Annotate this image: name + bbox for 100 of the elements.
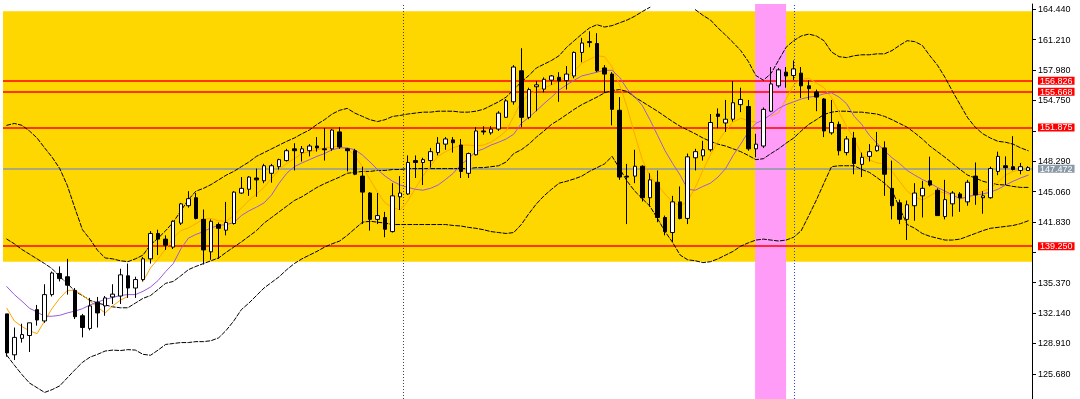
candlestick [1003,155,1008,186]
candlestick [307,143,312,157]
y-tick-label: 157.980 [1038,65,1071,76]
candlestick [133,276,138,299]
candlestick [965,179,970,207]
candlestick [110,283,115,305]
candlestick [57,265,62,282]
candlestick [209,218,213,261]
candlestick [179,202,183,226]
candlestick [254,168,259,198]
candlestick [905,200,909,241]
candlestick [875,131,879,153]
candlestick [519,47,524,128]
y-tick-label: 145.060 [1038,186,1071,197]
candlestick [716,107,720,129]
candlestick [761,106,766,149]
y-tick-label: 125.680 [1038,368,1071,379]
candlestick [746,99,751,152]
candlestick [27,322,32,353]
candlestick [360,166,365,225]
candlestick [247,175,251,197]
candlestick [655,169,660,223]
y-tick-label: 154.750 [1038,95,1071,106]
candlestick [799,66,803,99]
candlestick [443,136,448,151]
candlestick [398,175,402,211]
candlestick [534,80,539,112]
y-tick-label: 135.370 [1038,277,1071,288]
candlestick [943,179,947,220]
candlestick [776,67,781,89]
candlestick [201,208,206,266]
candlestick [428,147,433,169]
candlestick [496,110,501,132]
candlestick [527,87,531,120]
candlestick [216,221,221,260]
candlestick [670,195,675,243]
candlestick [1011,135,1015,171]
candlestick [769,66,773,113]
candlestick [459,138,463,179]
candlestick [466,152,471,179]
y-tick-label: 164.440 [1038,4,1071,15]
candlestick [436,136,440,156]
candlestick [300,145,304,163]
candlestick [867,143,872,163]
candlestick [171,219,175,250]
candlestick [920,180,925,218]
candlestick [239,176,244,195]
candlestick [42,283,47,324]
candlestick [564,65,569,91]
ref-line-label: 139.250 [1040,241,1073,252]
candlestick [232,190,236,226]
candlestick [383,211,387,238]
candlestick [587,30,592,48]
candlestick [814,89,819,112]
candlestick [822,97,826,138]
candlestick [451,136,455,154]
candlestick [973,161,978,206]
candlestick [663,215,667,236]
candlestick [50,271,54,297]
candlestick [784,66,788,89]
ref-line-label: 151.875 [1040,122,1073,133]
candlestick [489,125,493,136]
candlestick [640,164,645,202]
candlestick [837,121,841,156]
candlestick [474,126,478,156]
candlestick [277,158,281,171]
candlestick [572,50,576,79]
candlestick [156,229,160,256]
candlestick [693,148,698,171]
candlestick [330,128,334,152]
candlestick [406,154,410,196]
y-tick-label: 132.140 [1038,308,1071,319]
candlestick [337,126,342,150]
candlestick [844,135,849,156]
y-tick-label: 161.210 [1038,34,1071,45]
candlestick [292,142,297,171]
candlestick [685,153,690,225]
candlestick [345,147,350,172]
candlestick [580,37,584,63]
candlestick [648,172,652,208]
candlestick [504,98,508,118]
candlestick [542,76,546,93]
candlestick [731,80,735,123]
candlestick [186,190,191,209]
candlestick [375,192,380,225]
candlestick [284,148,289,163]
candlestick [708,113,713,153]
y-tick-label: 141.830 [1038,216,1071,227]
candlestick [988,166,993,200]
candlestick [390,182,395,234]
candlestick [194,192,198,220]
candlestick [511,64,516,106]
ref-line-label: 156.826 [1040,75,1073,86]
candlestick [950,190,955,218]
candlestick [262,163,266,184]
candlestick [723,99,728,133]
candlestick [12,327,17,361]
candlestick [912,182,917,222]
candlestick [595,32,599,73]
candlestick [224,201,228,236]
